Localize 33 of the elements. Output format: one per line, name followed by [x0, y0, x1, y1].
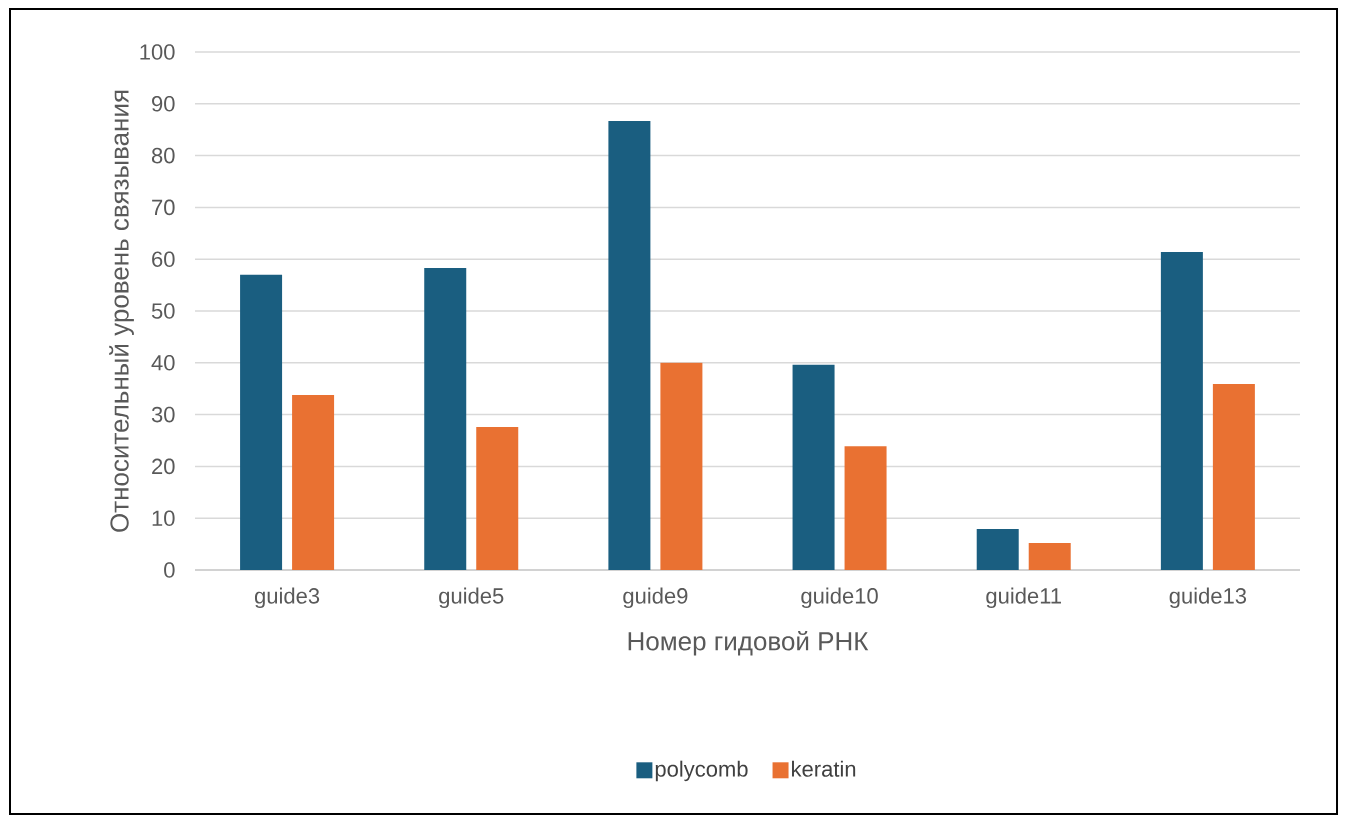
y-tick-label: 20 — [152, 458, 175, 475]
x-tick-label: guide9 — [623, 587, 688, 609]
x-tick-label: guide5 — [439, 587, 504, 609]
legend-label: polycomb — [655, 760, 748, 782]
bar — [1028, 543, 1071, 570]
x-tick-label: guide3 — [254, 587, 320, 609]
bar — [240, 274, 283, 570]
legend-label: keratin — [792, 760, 856, 777]
x-axis-title: Номер гидовой РНК — [628, 630, 869, 656]
y-tick-label: 0 — [164, 562, 175, 578]
bar — [660, 362, 703, 570]
bar — [1212, 384, 1255, 570]
bar — [976, 529, 1019, 570]
bar — [792, 364, 835, 570]
y-tick-label: 30 — [151, 406, 175, 423]
x-tick-label: guide10 — [801, 587, 878, 609]
bar — [476, 427, 519, 570]
bar — [844, 446, 887, 570]
y-tick-label: 10 — [152, 510, 175, 526]
y-tick-label: 50 — [151, 303, 175, 319]
bar — [292, 394, 335, 570]
y-tick-label: 90 — [152, 96, 175, 112]
x-tick-label: guide13 — [1169, 587, 1247, 609]
y-axis-title: Относительный уровень связывания — [109, 90, 134, 532]
x-tick-label: guide11 — [986, 587, 1061, 609]
bar — [608, 120, 651, 570]
y-tick-label: 40 — [151, 355, 175, 371]
bar — [1160, 251, 1203, 570]
y-tick-label: 80 — [151, 147, 175, 164]
y-tick-label: 100 — [140, 44, 175, 60]
bar — [424, 268, 467, 570]
y-tick-label: 70 — [152, 199, 175, 216]
y-tick-label: 60 — [152, 251, 175, 267]
